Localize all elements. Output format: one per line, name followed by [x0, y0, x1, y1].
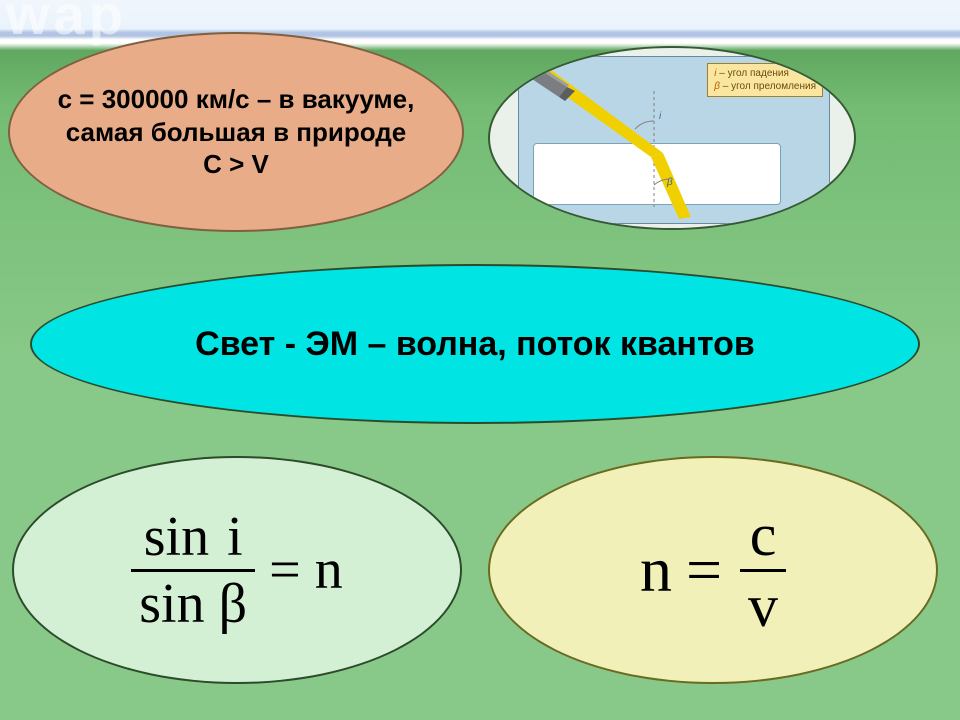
snell-fraction: sin i sin β: [131, 509, 255, 632]
sin-bot: sin: [139, 573, 204, 635]
label-i: i: [659, 111, 661, 122]
orange-line1: с = 300000 км/с – в вакууме,: [58, 83, 415, 116]
equals-2: =: [686, 533, 722, 607]
orange-line2: самая большая в природе: [66, 116, 406, 149]
speed-of-light-ellipse: с = 300000 км/с – в вакууме, самая больш…: [8, 32, 464, 232]
orange-line3: C > V: [203, 148, 269, 181]
angle-i-arc: [635, 121, 654, 129]
refraction-diagram: i i – угол падения – угол падения β – уг…: [488, 46, 856, 230]
diagram-panel: i i – угол падения – угол падения β – уг…: [518, 56, 830, 224]
snell-numerator: sin i: [136, 509, 251, 569]
var-beta: β: [219, 573, 248, 635]
cyan-text: Свет - ЭМ – волна, поток квантов: [195, 325, 755, 364]
sin-top: sin: [144, 506, 209, 568]
snell-formula: sin i sin β = n: [131, 509, 342, 632]
var-i: i: [227, 506, 243, 568]
watermark-text: wap: [6, 0, 127, 47]
index-lhs: n: [640, 533, 672, 607]
snell-denominator: sin β: [131, 572, 255, 632]
index-formula-ellipse: n = c v: [488, 456, 938, 684]
slide: wap с = 300000 км/с – в вакууме, самая б…: [0, 0, 960, 720]
index-formula: n = c v: [640, 505, 786, 636]
index-den: v: [740, 572, 786, 636]
label-beta: β: [667, 177, 673, 188]
index-fraction: c v: [740, 505, 786, 636]
light-definition-ellipse: Свет - ЭМ – волна, поток квантов: [30, 264, 920, 424]
refraction-svg: [519, 57, 831, 225]
snell-formula-ellipse: sin i sin β = n: [12, 456, 462, 684]
snell-rhs: n: [315, 538, 343, 602]
index-num: c: [742, 505, 785, 569]
equals-1: =: [269, 538, 301, 602]
